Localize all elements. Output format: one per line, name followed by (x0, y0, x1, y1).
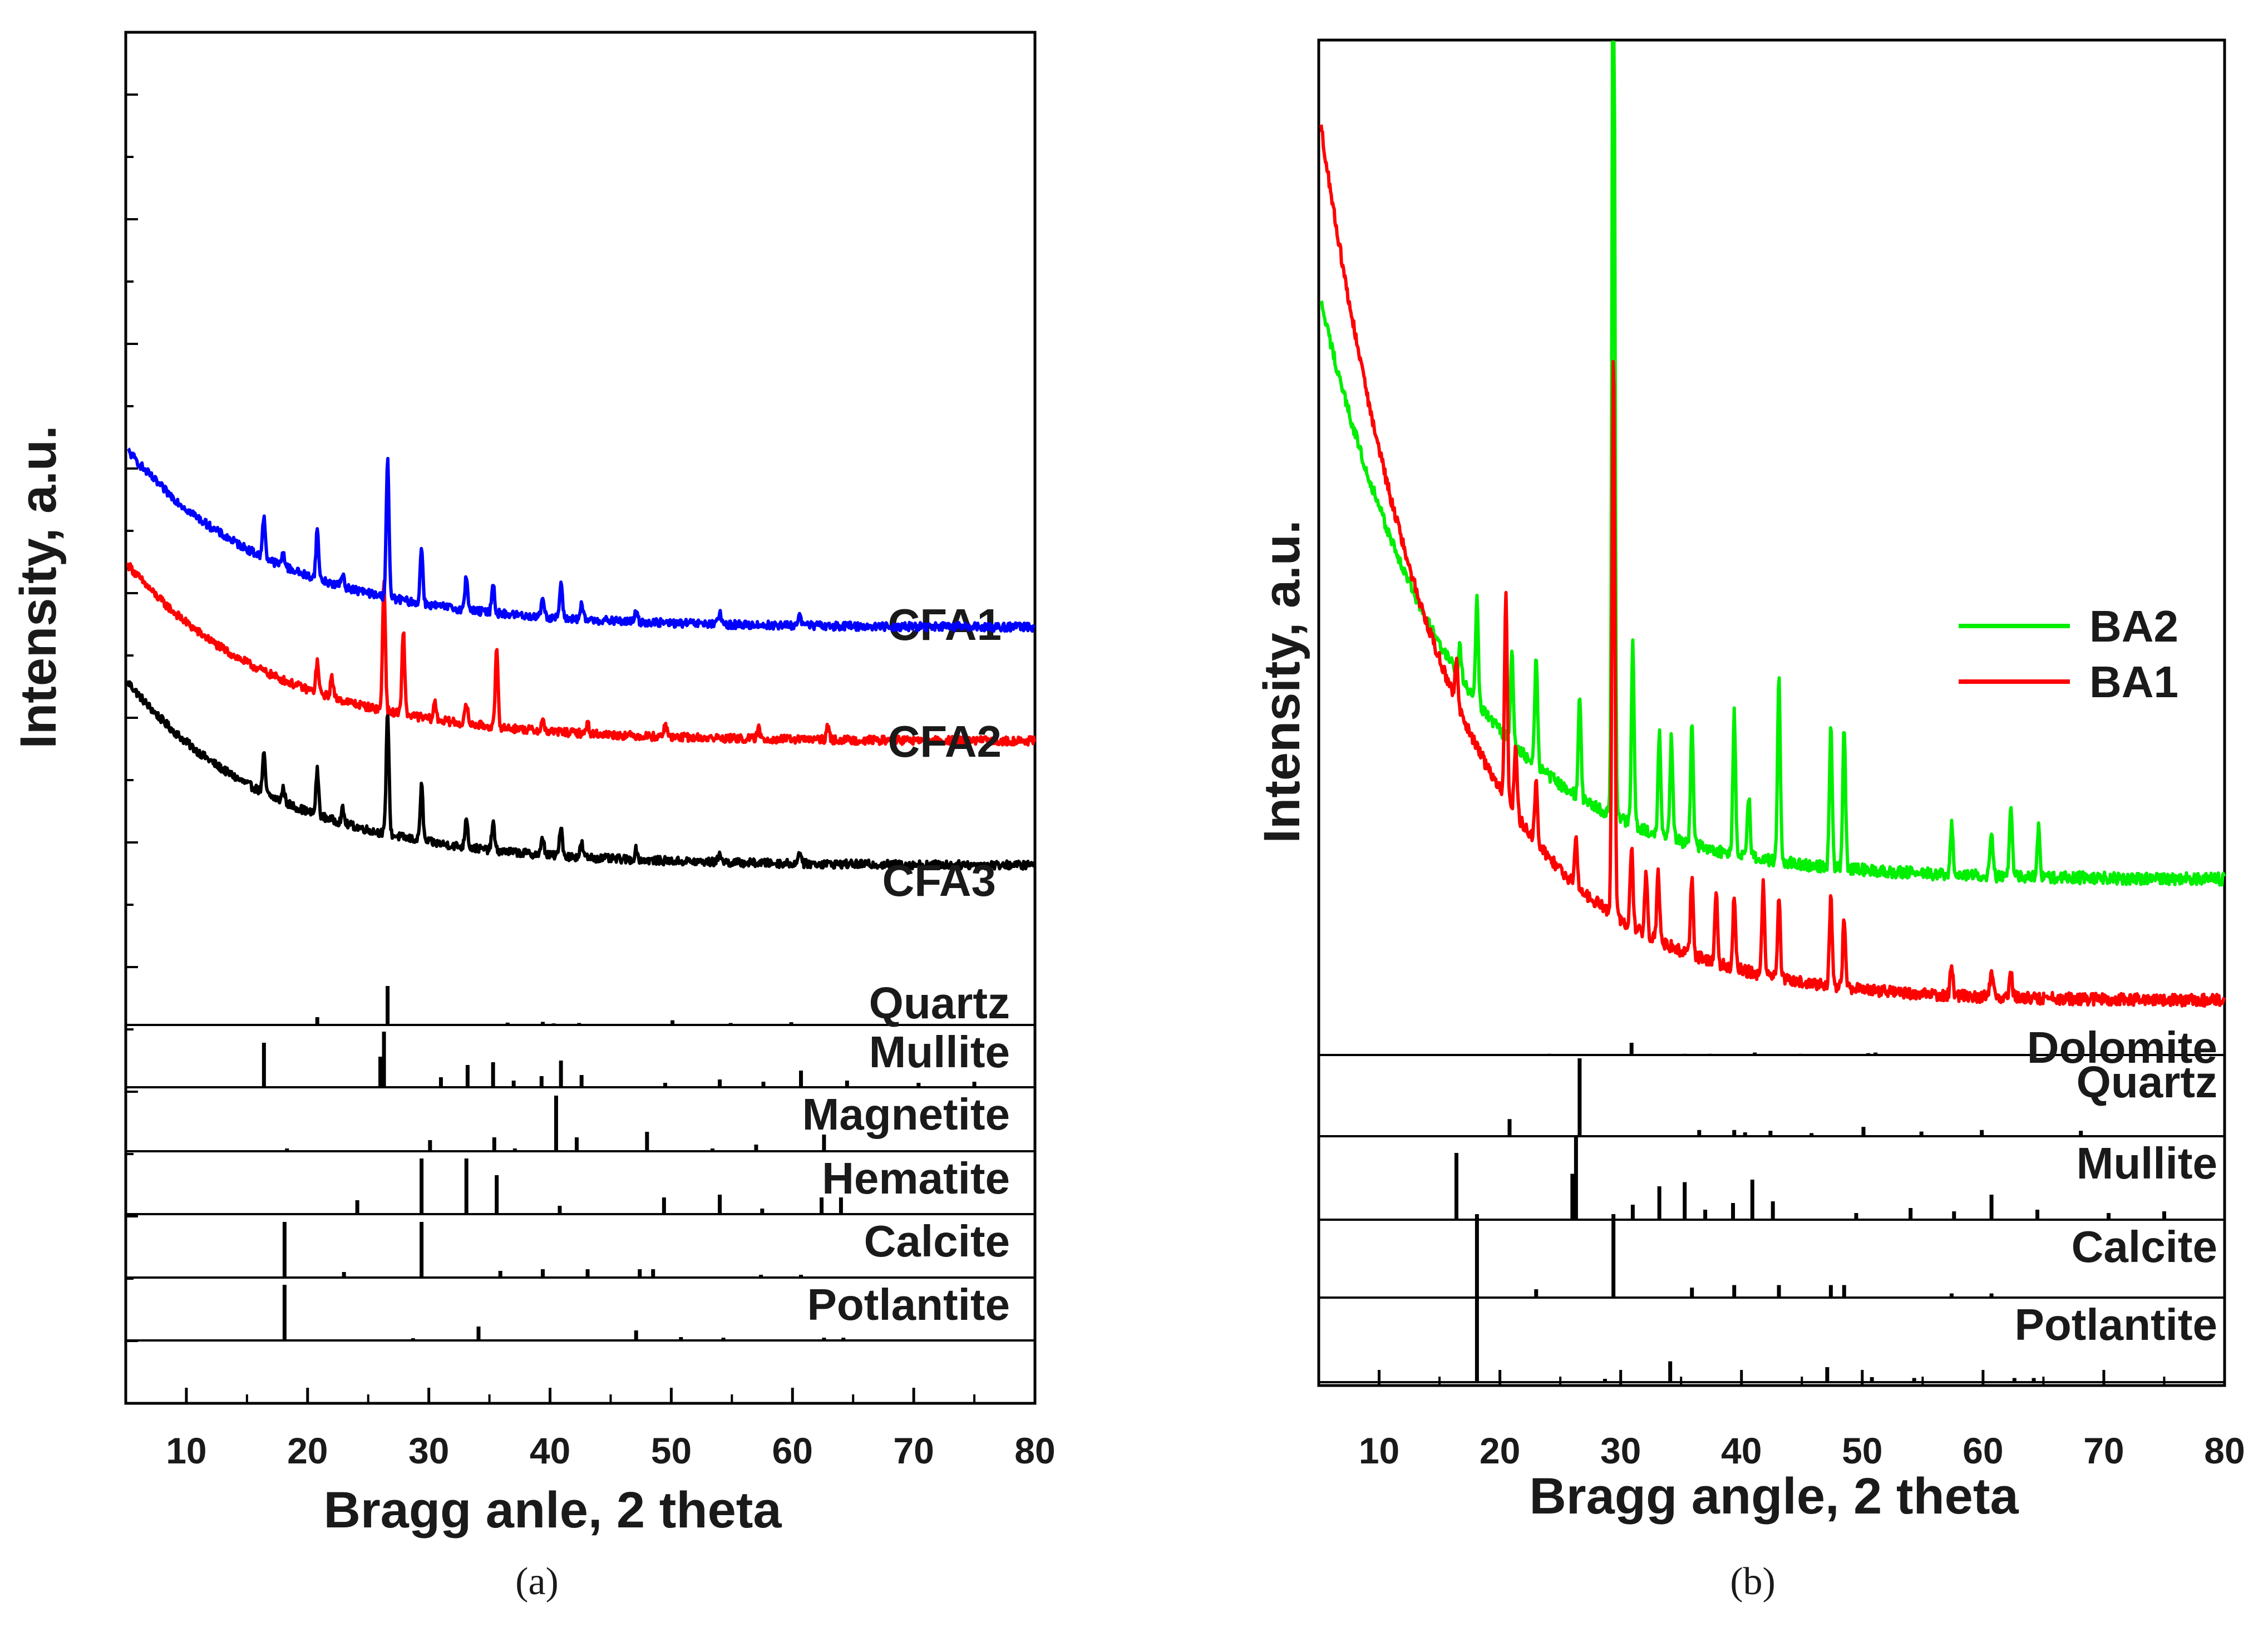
ref-label-mullite: Mullite (2077, 1138, 2217, 1188)
legend-label-ba1: BA1 (2089, 657, 2178, 707)
series-line-cfa1 (126, 680, 1036, 871)
x-tick-label: 80 (1014, 1430, 1055, 1471)
x-axis-title: Bragg angle, 2 theta (1529, 1468, 2019, 1525)
x-tick-label: 70 (893, 1430, 934, 1471)
ref-label-potlantite: Potlantite (807, 1280, 1010, 1329)
plot-frame (1317, 38, 2226, 1387)
ref-label-hematite: Hematite (822, 1153, 1010, 1203)
x-tick-label: 30 (1600, 1430, 1641, 1471)
legend-label-ba2: BA2 (2089, 602, 2178, 651)
x-tick-label: 80 (2204, 1430, 2245, 1471)
ref-label-dolomite: Dolomite (2027, 1023, 2217, 1072)
x-tick-label: 10 (1359, 1430, 1399, 1471)
panel-caption: (b) (1730, 1560, 1776, 1603)
y-axis-title: Intensity, a.u. (10, 425, 67, 748)
series-label-cfa2: CFA2 (888, 717, 1002, 766)
panel-caption: (a) (515, 1560, 559, 1603)
x-tick-label: 20 (1480, 1430, 1520, 1471)
x-axis-title: Bragg anle, 2 theta (323, 1482, 782, 1539)
series-line-cfa3 (127, 447, 1036, 633)
ref-label-mullite: Mullite (869, 1027, 1010, 1077)
ref-label-magnetite: Magnetite (802, 1089, 1010, 1139)
x-tick-label: 40 (530, 1430, 570, 1471)
series-line-ba2 (1319, 41, 2226, 887)
series-label-cfa3: CFA3 (882, 856, 997, 905)
x-tick-label: 60 (1963, 1430, 2003, 1471)
x-tick-label: 40 (1721, 1430, 1762, 1471)
x-tick-label: 30 (408, 1430, 449, 1471)
panel-a: 10 20 30 40 50 60 70 80 Bragg anle, 2 theta Inten… (10, 31, 1056, 1603)
x-tick-label: 50 (1842, 1430, 1882, 1471)
x-tick-label: 50 (651, 1430, 692, 1471)
x-tick-label: 60 (772, 1430, 813, 1471)
series-line-ba1 (1319, 124, 2226, 1008)
x-tick-label: 20 (287, 1430, 328, 1471)
ref-label-quartz: Quartz (869, 978, 1010, 1028)
panel-b: 10 20 30 40 50 60 70 80 Bragg angle, 2 theta Inte… (1254, 38, 2245, 1603)
x-tick-label: 70 (2083, 1430, 2124, 1471)
ref-label-calcite: Calcite (864, 1216, 1010, 1266)
ref-label-quartz: Quartz (2077, 1057, 2217, 1107)
y-axis-title: Intensity, a.u. (1254, 520, 1310, 843)
series-line-cfa2 (126, 562, 1037, 747)
ref-label-potlantite: Potlantite (2015, 1300, 2217, 1349)
ref-label-calcite: Calcite (2072, 1222, 2217, 1271)
x-tick-label: 10 (166, 1430, 206, 1471)
